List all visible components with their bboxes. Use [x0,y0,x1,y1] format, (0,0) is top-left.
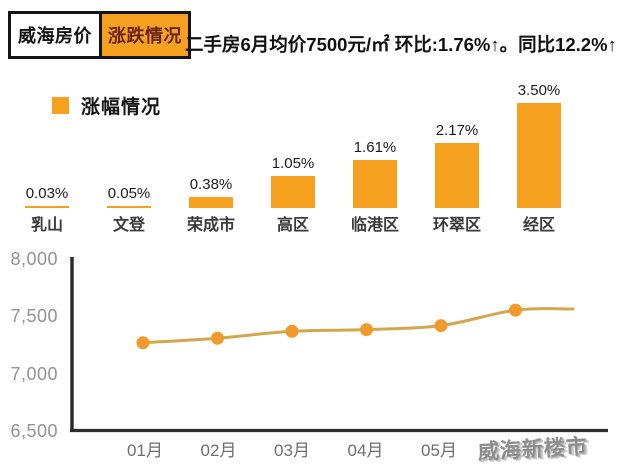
x-axis-tick-label: 05月 [421,441,457,460]
title-badge-left-label: 威海房价 [11,14,99,56]
bar-value-label: 2.17% [435,122,479,139]
y-axis-tick-label: 7,000 [10,363,58,384]
bar-value-label: 0.38% [189,176,233,193]
bar-value-label: 0.03% [25,185,69,202]
legend-swatch-icon [52,97,69,114]
bar-chart-legend: 涨幅情况 [52,92,161,119]
y-axis-tick-label: 8,000 [10,249,58,270]
bar [271,176,315,208]
bar-value-label: 3.50% [517,82,561,99]
bar-category-label: 经区 [522,217,555,234]
y-axis-tick-label: 7,500 [10,306,58,327]
bar-category-label: 荣成市 [186,217,235,234]
bar-category-label: 乳山 [30,217,63,234]
data-point-marker [285,324,299,338]
bar-category-label: 文登 [112,217,145,234]
data-point-marker [509,303,522,317]
data-point-marker [211,331,224,345]
subtitle-stats: 二手房6月均价7500元/㎡ 环比:1.76%↑。同比12.2%↑ [185,34,617,55]
x-axis-tick-label: 04月 [347,441,384,460]
bar [435,143,479,208]
bar [517,103,561,208]
bar-value-label: 0.05% [107,185,151,202]
bar [353,160,397,208]
title-badge-right-label: 涨跌情况 [99,14,188,56]
bar-category-label: 临港区 [350,217,399,234]
x-axis-tick-label: 03月 [274,441,310,460]
bar-category-label: 环翠区 [432,217,481,234]
data-point-marker [136,336,150,350]
bar [189,197,233,208]
watermark-text: 威海新楼市 [477,435,589,464]
bar-value-label: 1.05% [271,155,315,172]
price-trend-line [141,307,575,345]
bar [25,206,69,208]
legend-label: 涨幅情况 [81,97,162,118]
data-point-marker [360,323,373,337]
title-badge: 威海房价 涨跌情况 [8,11,191,59]
x-axis-tick-label: 01月 [127,441,163,460]
bar-value-label: 1.61% [353,139,397,156]
y-axis-tick-label: 6,500 [10,421,58,441]
data-point-marker [434,319,448,333]
bar [107,206,151,208]
x-axis-tick-label: 02月 [200,441,237,460]
bar-category-label: 高区 [276,217,309,234]
